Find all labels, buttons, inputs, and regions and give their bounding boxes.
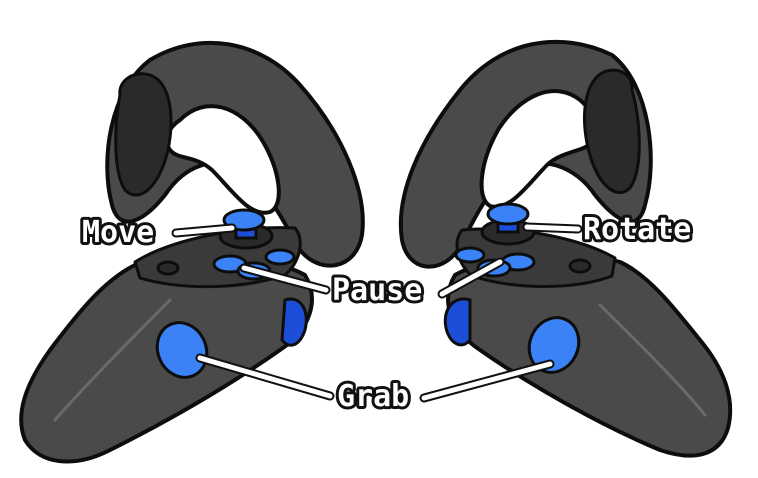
move-leader (171, 223, 237, 238)
left-button-y (264, 248, 296, 266)
pause-leader-right (437, 257, 505, 299)
right-ring-inner (583, 68, 641, 194)
left-grip-button (155, 321, 209, 379)
right-button-b (454, 246, 486, 264)
pause-leader-left (239, 263, 331, 295)
left-side-bump (156, 260, 180, 276)
grab-leader-left (195, 353, 335, 401)
leader-lines (171, 222, 583, 403)
rotate-leader (522, 222, 583, 234)
right-side-bump (568, 258, 592, 274)
right-trigger (443, 297, 472, 347)
right-handle-highlight (598, 303, 707, 417)
right-thumbstick-cap (486, 202, 530, 226)
pause-label: Pause (332, 273, 422, 308)
left-ring-inner (114, 72, 173, 197)
left-controller (19, 40, 365, 464)
right-controller (398, 39, 733, 458)
left-handle-highlight (53, 298, 172, 422)
move-label: Move (82, 215, 154, 250)
left-trigger (280, 297, 308, 347)
right-handle (446, 252, 733, 458)
grab-leader-right (419, 359, 555, 403)
grab-label: Grab (337, 379, 409, 414)
rotate-label: Rotate (583, 212, 691, 247)
